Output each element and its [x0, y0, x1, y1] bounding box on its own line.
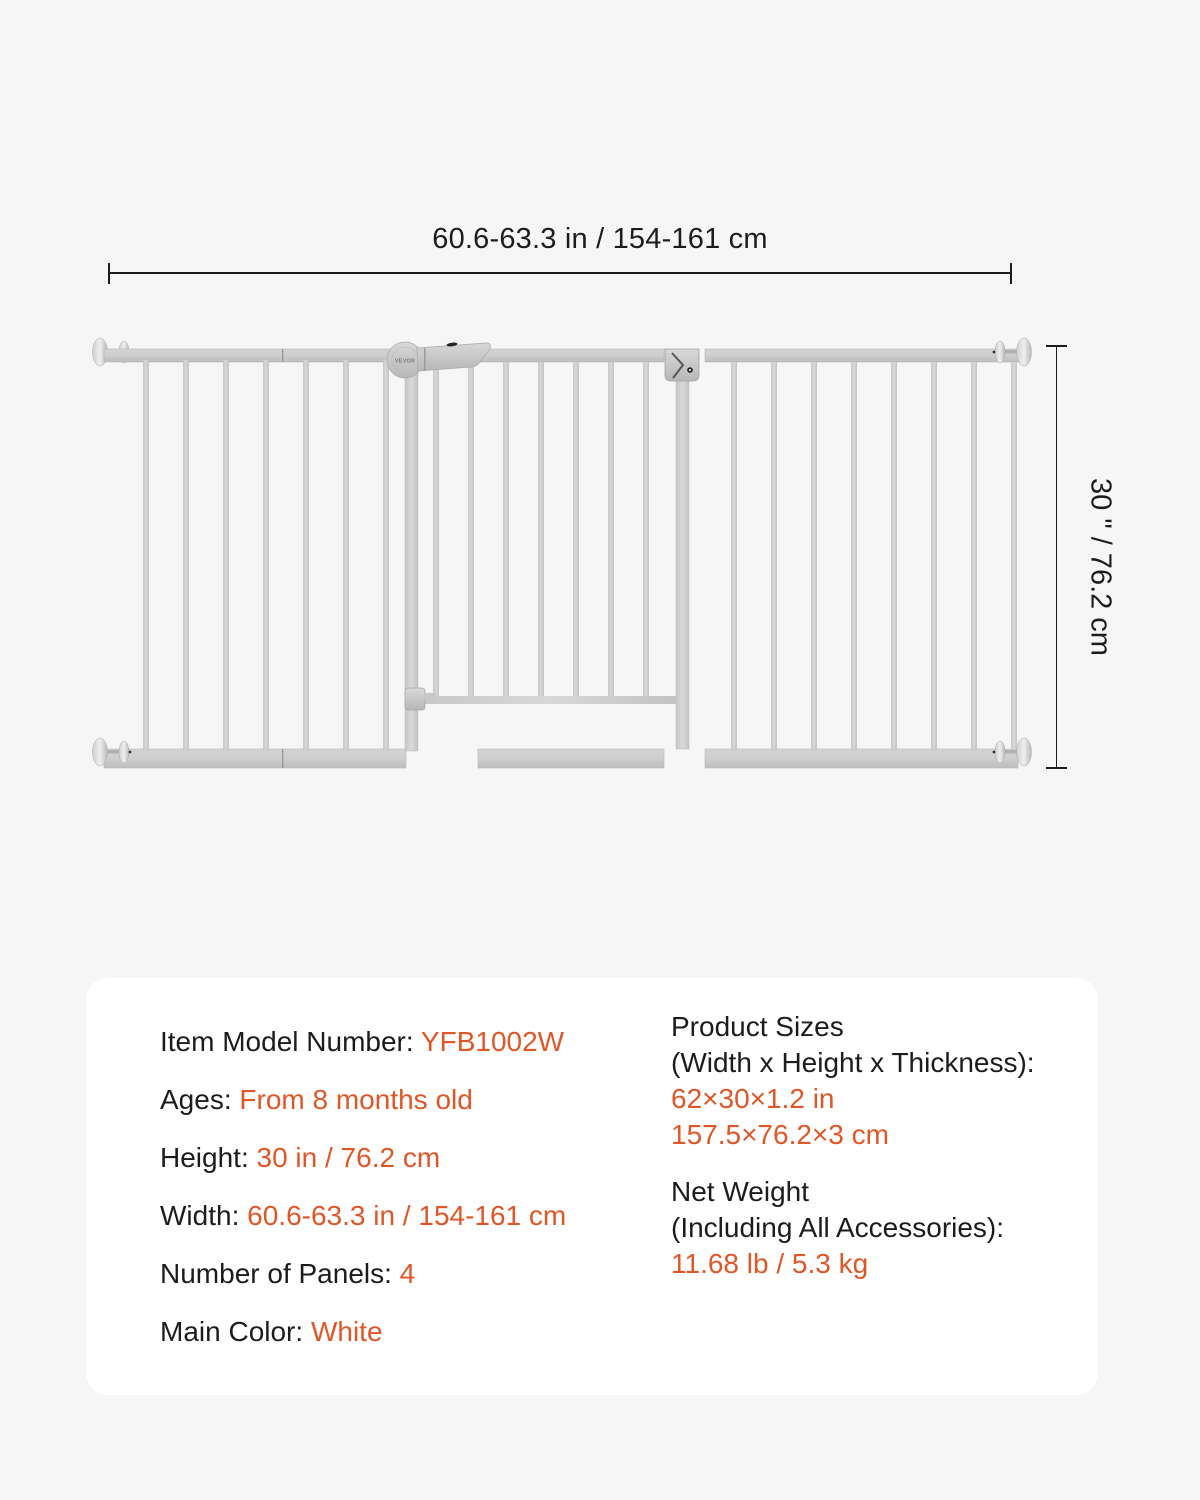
svg-text:VEVOR: VEVOR	[395, 359, 416, 365]
